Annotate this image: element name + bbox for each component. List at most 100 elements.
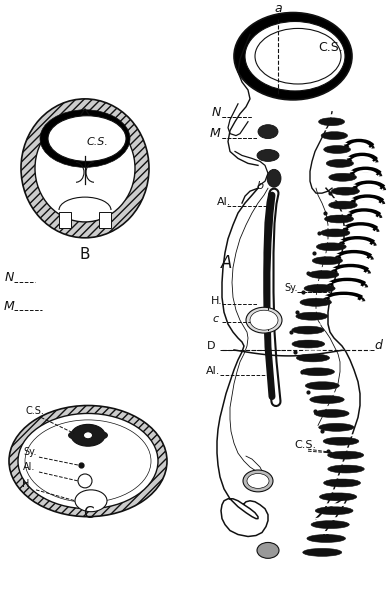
Ellipse shape: [305, 382, 339, 389]
Ellipse shape: [35, 115, 135, 222]
Ellipse shape: [327, 475, 358, 478]
Text: $\mathit{A}$: $\mathit{A}$: [220, 254, 233, 272]
Ellipse shape: [18, 413, 158, 508]
Text: $\mathit{N}$: $\mathit{N}$: [211, 106, 222, 119]
Ellipse shape: [324, 479, 361, 487]
Ellipse shape: [21, 99, 149, 238]
Text: Sy.: Sy.: [284, 284, 298, 293]
Ellipse shape: [317, 406, 346, 409]
Ellipse shape: [317, 243, 346, 251]
Ellipse shape: [255, 28, 341, 84]
Bar: [59, 212, 71, 228]
Ellipse shape: [48, 116, 126, 162]
Ellipse shape: [329, 173, 356, 182]
Ellipse shape: [313, 392, 341, 395]
Ellipse shape: [311, 267, 336, 270]
Text: $\mathit{N}$: $\mathit{N}$: [4, 272, 15, 284]
Ellipse shape: [78, 474, 92, 488]
Ellipse shape: [332, 170, 353, 173]
Ellipse shape: [322, 420, 351, 423]
Ellipse shape: [310, 395, 344, 403]
Ellipse shape: [322, 489, 354, 492]
Ellipse shape: [307, 534, 346, 543]
Text: $\mathit{b}$: $\mathit{b}$: [256, 179, 265, 191]
Ellipse shape: [84, 432, 92, 439]
Ellipse shape: [319, 239, 343, 242]
Ellipse shape: [321, 132, 348, 139]
Ellipse shape: [267, 169, 281, 187]
Ellipse shape: [301, 368, 334, 376]
Ellipse shape: [324, 128, 344, 131]
Ellipse shape: [326, 159, 353, 167]
Ellipse shape: [71, 424, 105, 446]
Ellipse shape: [319, 423, 354, 432]
Ellipse shape: [295, 323, 321, 326]
Ellipse shape: [9, 406, 167, 517]
Text: $\mathit{M}$: $\mathit{M}$: [3, 300, 15, 313]
Ellipse shape: [315, 507, 353, 514]
Ellipse shape: [311, 520, 349, 528]
Ellipse shape: [296, 354, 330, 362]
Ellipse shape: [25, 420, 151, 502]
Ellipse shape: [324, 145, 351, 153]
Ellipse shape: [292, 340, 325, 348]
Text: C.S.: C.S.: [318, 41, 343, 54]
Ellipse shape: [326, 434, 356, 437]
Text: $\mathit{a}$: $\mathit{a}$: [274, 2, 283, 14]
Ellipse shape: [257, 543, 279, 558]
Ellipse shape: [329, 156, 351, 159]
Text: $\mathit{d}$: $\mathit{d}$: [374, 338, 384, 352]
Ellipse shape: [75, 490, 107, 511]
Text: C.S.: C.S.: [294, 440, 316, 450]
Text: C: C: [83, 506, 93, 521]
Ellipse shape: [303, 548, 342, 557]
Text: B: B: [80, 247, 90, 262]
Ellipse shape: [332, 198, 354, 201]
Ellipse shape: [312, 257, 342, 264]
Ellipse shape: [314, 409, 349, 418]
Ellipse shape: [308, 378, 336, 381]
Text: H.: H.: [211, 296, 223, 307]
Ellipse shape: [296, 313, 328, 320]
Ellipse shape: [250, 310, 278, 330]
Ellipse shape: [324, 225, 347, 228]
Ellipse shape: [307, 281, 332, 284]
Ellipse shape: [314, 517, 346, 520]
Text: Sy.: Sy.: [23, 447, 36, 457]
Ellipse shape: [330, 448, 361, 451]
Ellipse shape: [329, 201, 357, 209]
Ellipse shape: [300, 298, 331, 307]
Ellipse shape: [325, 215, 354, 223]
Ellipse shape: [323, 438, 359, 445]
Text: Al.: Al.: [206, 366, 220, 376]
Ellipse shape: [308, 270, 339, 278]
Ellipse shape: [328, 451, 364, 459]
Ellipse shape: [319, 493, 357, 501]
Ellipse shape: [331, 187, 360, 195]
Ellipse shape: [247, 474, 269, 489]
Ellipse shape: [299, 309, 325, 312]
Text: H: H: [22, 479, 29, 489]
Ellipse shape: [245, 22, 345, 91]
Ellipse shape: [320, 229, 350, 237]
Ellipse shape: [327, 212, 351, 215]
Text: D: D: [207, 341, 216, 351]
Text: Al.: Al.: [23, 462, 35, 472]
Ellipse shape: [318, 503, 350, 506]
Text: Al.: Al.: [217, 197, 231, 207]
Text: $\mathit{c}$: $\mathit{c}$: [212, 314, 220, 324]
Ellipse shape: [304, 284, 335, 292]
Ellipse shape: [304, 364, 331, 367]
Ellipse shape: [310, 531, 342, 534]
Text: $\mathit{M}$: $\mathit{M}$: [209, 127, 221, 139]
Ellipse shape: [328, 465, 364, 473]
Ellipse shape: [322, 114, 342, 117]
Ellipse shape: [303, 295, 329, 298]
Ellipse shape: [319, 118, 344, 126]
Ellipse shape: [315, 253, 339, 256]
Ellipse shape: [234, 13, 352, 100]
Ellipse shape: [295, 337, 322, 340]
Ellipse shape: [246, 307, 282, 333]
Ellipse shape: [68, 432, 80, 439]
Ellipse shape: [292, 326, 324, 334]
